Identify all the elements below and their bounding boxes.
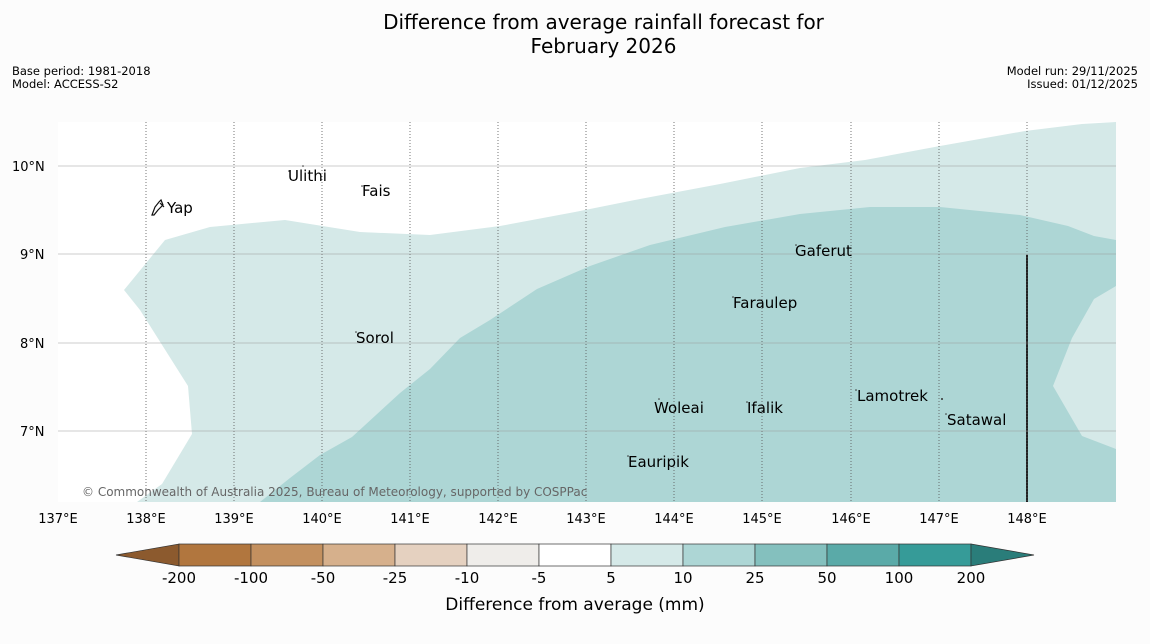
place-woleai: Woleai: [654, 399, 704, 417]
legend-label: 10: [673, 569, 692, 587]
lon-label: 142°E: [478, 512, 518, 527]
lon-label: 143°E: [566, 512, 606, 527]
place-fais: Fais: [362, 182, 391, 200]
legend-label: 200: [957, 569, 986, 587]
color-legend: [115, 543, 1035, 567]
legend-swatch: [394, 543, 468, 567]
legend-swatch: [250, 543, 324, 567]
legend-title: Difference from average (mm): [445, 595, 704, 615]
lat-label: 9°N: [20, 248, 45, 263]
lon-label: 140°E: [302, 512, 342, 527]
place-gaferut: Gaferut: [795, 242, 852, 260]
legend-label: -200: [162, 569, 196, 587]
legend-swatch: [898, 543, 972, 567]
contour-10-25mm: [260, 207, 1116, 502]
place-labels: Yap Ulithi Fais Sorol Gaferut Faraulep W…: [166, 167, 1006, 471]
legend-swatch: [466, 543, 540, 567]
map-title: Difference from average rainfall forecas…: [0, 10, 1150, 58]
island-dot: [855, 389, 857, 391]
island-dot: [945, 413, 947, 415]
island-dot: [732, 296, 734, 298]
island-dot: [361, 185, 363, 187]
legend-label: -100: [234, 569, 268, 587]
model-name: Model: ACCESS-S2: [12, 77, 119, 91]
island-dot: [288, 170, 290, 172]
map-area: [58, 122, 1116, 502]
legend-swatch: [826, 543, 900, 567]
lon-label: 145°E: [742, 512, 782, 527]
model-run: Model run: 29/11/2025: [1006, 64, 1138, 78]
legend-swatch: [178, 543, 252, 567]
legend-label: 50: [817, 569, 836, 587]
lon-label: 147°E: [919, 512, 959, 527]
lon-label: 141°E: [390, 512, 430, 527]
place-ifalik: Ifalik: [747, 399, 783, 417]
lat-label: 10°N: [12, 160, 45, 175]
base-period: Base period: 1981-2018: [12, 64, 151, 78]
legend-label: 25: [745, 569, 764, 587]
legend-arrow-left: [115, 543, 180, 567]
island-dot: [302, 165, 304, 167]
legend-label: -5: [532, 569, 547, 587]
island-dot: [627, 455, 629, 457]
lat-labels: 10°N 9°N 8°N 7°N: [12, 160, 45, 440]
place-lamotrek: Lamotrek: [857, 387, 928, 405]
legend-swatch: [322, 543, 396, 567]
island-dot: [795, 244, 797, 246]
legend-swatch: [610, 543, 684, 567]
place-yap: Yap: [166, 199, 193, 217]
lon-labels: 137°E 138°E 139°E 140°E 141°E 142°E 143°…: [38, 512, 1047, 527]
title-line-1: Difference from average rainfall forecas…: [383, 10, 824, 34]
gridlines: [145, 122, 1028, 502]
lon-label: 139°E: [214, 512, 254, 527]
lat-label: 8°N: [20, 337, 45, 352]
island-dot: [658, 398, 660, 400]
island-markers: [288, 165, 947, 457]
yap-island-shape: [151, 198, 165, 216]
lon-label: 137°E: [38, 512, 78, 527]
lon-label: 138°E: [126, 512, 166, 527]
lon-label: 146°E: [831, 512, 871, 527]
meta-left: Base period: 1981-2018 Model: ACCESS-S2: [12, 65, 151, 91]
legend-label: -50: [311, 569, 336, 587]
legend-label: 5: [606, 569, 616, 587]
place-eauripik: Eauripik: [628, 453, 689, 471]
legend-label: -10: [455, 569, 480, 587]
place-ulithi: Ulithi: [288, 167, 327, 185]
legend-swatch: [682, 543, 756, 567]
legend-swatch: [754, 543, 828, 567]
island-dot: [746, 401, 748, 403]
place-sorol: Sorol: [356, 329, 394, 347]
copyright-text: © Commonwealth of Australia 2025, Bureau…: [82, 485, 587, 499]
legend-label: 100: [885, 569, 914, 587]
lat-gridlines: [58, 165, 1116, 432]
legend-arrow-right: [970, 543, 1035, 567]
meta-right: Model run: 29/11/2025 Issued: 01/12/2025: [1007, 65, 1138, 91]
legend-label: -25: [383, 569, 408, 587]
island-dot: [355, 331, 357, 333]
issued-date: Issued: 01/12/2025: [1027, 77, 1138, 91]
lon-label: 144°E: [654, 512, 694, 527]
place-faraulep: Faraulep: [733, 294, 797, 312]
legend-swatch: [538, 543, 612, 567]
legend-labels: -200 -100 -50 -25 -10 -5 5 10 25 50 100 …: [162, 569, 985, 587]
title-line-2: February 2026: [530, 34, 677, 58]
place-satawal: Satawal: [947, 411, 1006, 429]
lat-label: 7°N: [20, 425, 45, 440]
lon-label: 148°E: [1007, 512, 1047, 527]
island-dot: [941, 398, 943, 400]
